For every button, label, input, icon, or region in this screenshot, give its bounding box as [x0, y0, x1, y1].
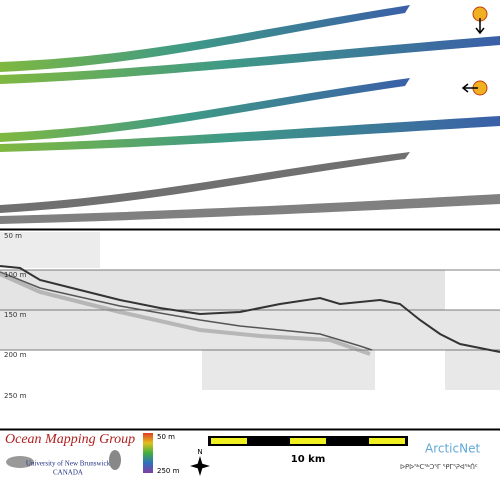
profile-block	[0, 232, 100, 268]
seafloor-reflector	[0, 265, 500, 353]
depth-label: 250 m	[4, 392, 27, 400]
partner-name: ArcticNet	[425, 442, 480, 456]
swath-strip	[0, 36, 500, 84]
depth-label: 50 m	[4, 232, 22, 240]
profile-block	[0, 310, 500, 350]
partner-syllabics: ᐅᑭᐅᖅᑕᖅᑐᕐᒥ ᕿᒥᕐᕈᐊᖅᑏᑦ	[400, 463, 478, 471]
depth-label: 100 m	[4, 271, 27, 279]
org-name: Ocean Mapping Group	[5, 432, 135, 447]
seismic-panel: 50 m 100 m 150 m 200 m 250 m	[0, 232, 500, 400]
sun-icon	[472, 6, 488, 35]
north-label: N	[197, 448, 202, 456]
colorbar-top: 50 m	[157, 433, 175, 441]
legend: Ocean Mapping Group University of New Br…	[5, 432, 480, 476]
backscatter-strip	[0, 152, 410, 213]
sub-bottom-texture	[0, 272, 371, 356]
scale-segment	[211, 438, 247, 444]
swath-panel	[0, 0, 500, 229]
logo-shape	[6, 456, 34, 468]
swath-strip	[0, 116, 500, 152]
depth-label: 150 m	[4, 311, 27, 319]
sub-bottom-reflector	[0, 271, 373, 351]
scale-label: 10 km	[291, 454, 325, 465]
north-arrow	[190, 456, 210, 476]
swath-strip	[0, 5, 410, 72]
profile-block	[0, 270, 445, 310]
profile-block	[202, 350, 375, 390]
depth-label: 200 m	[4, 351, 27, 359]
colorbar	[143, 433, 153, 473]
country: CANADA	[53, 469, 83, 477]
logo-shape	[109, 450, 121, 470]
sun-icon	[461, 80, 488, 96]
swath-strip	[0, 78, 410, 142]
university: University of New Brunswick	[26, 460, 111, 468]
backscatter-strip	[0, 194, 500, 224]
scale-segment	[369, 438, 405, 444]
colorbar-bottom: 250 m	[157, 467, 180, 475]
scale-segment	[290, 438, 326, 444]
profile-block	[445, 350, 500, 390]
